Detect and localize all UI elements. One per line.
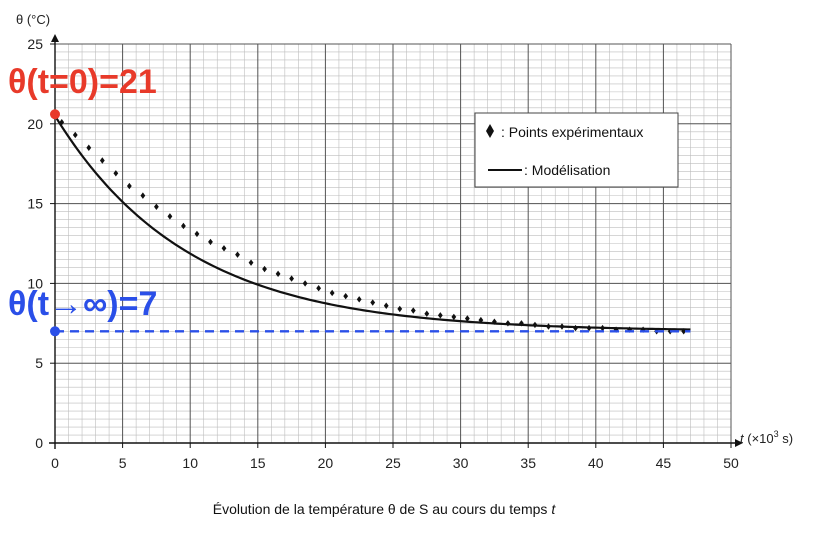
y-axis-arrow-icon — [51, 34, 59, 42]
x-axis-unit-post: s) — [779, 431, 793, 446]
asymptote-point-dot — [50, 326, 60, 337]
data-point-marker — [181, 222, 186, 230]
annotation-layer — [50, 109, 691, 337]
data-point-marker — [437, 312, 443, 319]
y-tick-label: 5 — [35, 355, 43, 371]
data-point-marker — [343, 292, 349, 300]
data-point-marker — [235, 251, 240, 258]
x-tick-label: 30 — [453, 455, 469, 471]
y-tick-label: 15 — [27, 196, 43, 212]
annotation-final-temp: θ(t→∞)=7 — [8, 285, 157, 323]
data-point-marker — [370, 299, 376, 306]
data-point-marker — [424, 310, 430, 317]
y-tick-label: 20 — [27, 116, 43, 132]
legend-box — [474, 112, 679, 188]
x-axis-label: t (×103 s) — [740, 429, 793, 446]
legend-diamond-icon — [486, 124, 494, 138]
caption-var: t — [551, 501, 556, 517]
x-tick-label: 45 — [656, 455, 672, 471]
data-point-marker — [113, 170, 119, 177]
figure-caption: Évolution de la température θ de S au co… — [0, 501, 768, 517]
initial-point-dot — [50, 109, 60, 120]
data-point-marker — [86, 144, 92, 151]
data-point-marker — [248, 259, 254, 266]
data-point-marker — [126, 182, 132, 190]
data-point-marker — [208, 238, 213, 246]
data-point-marker — [72, 131, 78, 139]
data-point-marker — [383, 302, 389, 309]
legend-label-points: : Points expérimentaux — [501, 124, 643, 140]
legend-label-model: : Modélisation — [524, 162, 610, 178]
x-axis-exp: 3 — [774, 429, 779, 439]
data-point-marker — [221, 245, 227, 252]
data-point-marker — [289, 275, 294, 282]
data-point-marker — [329, 289, 335, 297]
y-axis-label: θ (°C) — [16, 12, 50, 27]
x-tick-label: 5 — [119, 455, 127, 471]
data-point-marker — [316, 284, 322, 292]
y-tick-label: 25 — [27, 36, 43, 52]
data-point-marker — [167, 213, 173, 220]
tick-labels: 0 5 10 15 20 25 30 35 40 45 50 0 5 10 15 20 25 — [27, 36, 739, 471]
data-point-marker — [262, 265, 267, 273]
model-curve-line — [54, 115, 691, 331]
axes — [49, 34, 743, 449]
data-point-marker — [275, 270, 281, 278]
data-point-marker — [140, 192, 146, 199]
data-point-marker — [478, 316, 484, 324]
legend: : Points expérimentaux : Modélisation — [474, 112, 679, 188]
caption-text: Évolution de la température θ de S au co… — [212, 501, 548, 517]
x-tick-label: 50 — [723, 455, 739, 471]
x-axis-arrow-icon — [735, 439, 743, 447]
x-tick-label: 10 — [182, 455, 198, 471]
y-tick-label: 0 — [35, 435, 43, 451]
data-point-marker — [194, 230, 200, 238]
x-tick-label: 20 — [318, 455, 334, 471]
data-point-marker — [451, 313, 457, 321]
data-point-marker — [302, 280, 308, 287]
x-axis-unit-pre: (×10 — [744, 431, 774, 446]
data-point-marker — [397, 305, 403, 313]
y-tick-label: 10 — [27, 275, 43, 291]
data-point-marker — [410, 307, 416, 314]
x-tick-label: 15 — [250, 455, 266, 471]
x-tick-label: 25 — [385, 455, 401, 471]
x-tick-label: 35 — [520, 455, 536, 471]
x-axis-var: t — [740, 431, 745, 446]
annotation-initial-temp: θ(t=0)=21 — [8, 63, 157, 101]
data-point-marker — [464, 315, 470, 322]
x-tick-label: 40 — [588, 455, 604, 471]
data-point-marker — [154, 203, 159, 210]
data-point-marker — [356, 296, 362, 303]
x-tick-label: 0 — [51, 455, 59, 471]
data-point-marker — [99, 157, 105, 164]
